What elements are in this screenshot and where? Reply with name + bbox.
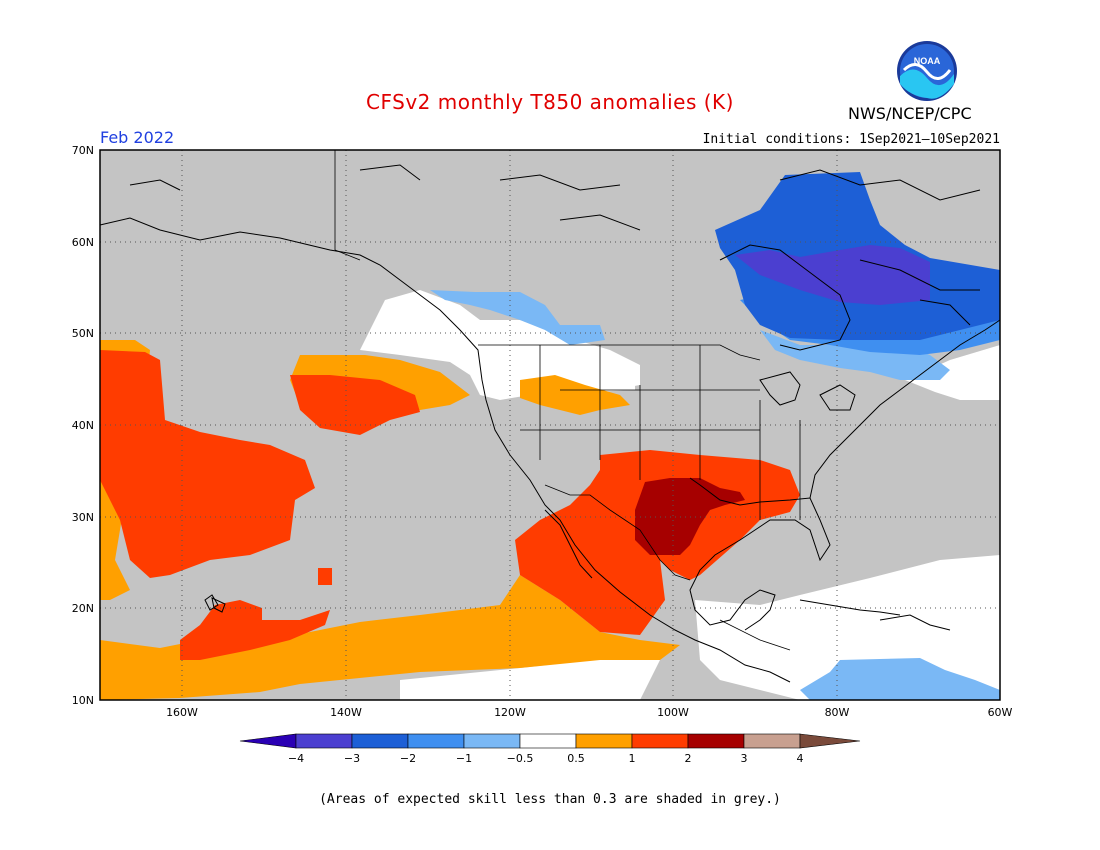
- anomaly-minus-0-5: [430, 290, 1000, 700]
- colorbar-box-3: [407, 733, 465, 749]
- colorbar-label: 2: [685, 752, 692, 765]
- colorbar-label: −3: [344, 752, 360, 765]
- colorbar-box-7: [631, 733, 689, 749]
- lon-labels: 160W 140W 120W 100W 80W 60W: [166, 706, 1012, 719]
- skill-footnote: (Areas of expected skill less than 0.3 a…: [319, 792, 781, 807]
- forecast-month: Feb 2022: [100, 128, 175, 147]
- colorbar-arrow-high: [799, 733, 861, 749]
- colorbar-labels: −4 −3 −2 −1 −0.5 0.5 1 2 3 4: [288, 752, 804, 765]
- coastlines: [99, 164, 1001, 683]
- colorbar-label: 0.5: [567, 752, 585, 765]
- chart-title: CFSv2 monthly T850 anomalies (K): [366, 90, 734, 114]
- lat-label-20n: 20N: [72, 602, 94, 615]
- noaa-logo-text: NOAA: [914, 56, 941, 66]
- colorbar-label: 1: [629, 752, 636, 765]
- political-borders: [334, 150, 801, 651]
- agency-label: NWS/NCEP/CPC: [848, 104, 972, 123]
- initial-conditions: Initial conditions: 1Sep2021–10Sep2021: [702, 132, 1000, 147]
- lat-label-70n: 70N: [72, 144, 94, 157]
- colorbar-box-1: [295, 733, 353, 749]
- lat-label-50n: 50N: [72, 327, 94, 340]
- colorbar-label: 4: [797, 752, 804, 765]
- map-frame: [99, 149, 1001, 701]
- lon-label-140w: 140W: [330, 706, 362, 719]
- colorbar-box-2: [351, 733, 409, 749]
- colorbar-box-4: [463, 733, 521, 749]
- lat-labels: 70N 60N 50N 40N 30N 20N 10N: [72, 144, 94, 707]
- colorbar: [239, 733, 861, 749]
- anomaly-minus-3: [735, 245, 930, 305]
- colorbar-label: −2: [400, 752, 416, 765]
- colorbar-arrow-low: [239, 733, 297, 749]
- lon-label-100w: 100W: [657, 706, 689, 719]
- colorbar-box-6: [575, 733, 633, 749]
- colorbar-box-5: [519, 733, 577, 749]
- colorbar-box-8: [687, 733, 745, 749]
- colorbar-box-9: [743, 733, 801, 749]
- anomaly-map: 70N 60N 50N 40N 30N 20N 10N 160W 140W 12…: [72, 144, 1013, 765]
- lat-label-10n: 10N: [72, 694, 94, 707]
- colorbar-label: 3: [741, 752, 748, 765]
- lat-label-60n: 60N: [72, 236, 94, 249]
- lon-label-160w: 160W: [166, 706, 198, 719]
- lat-label-30n: 30N: [72, 511, 94, 524]
- lon-label-80w: 80W: [825, 706, 850, 719]
- lat-label-40n: 40N: [72, 419, 94, 432]
- lon-label-120w: 120W: [494, 706, 526, 719]
- lon-label-60w: 60W: [988, 706, 1013, 719]
- colorbar-label: −4: [288, 752, 304, 765]
- colorbar-label: −1: [456, 752, 472, 765]
- colorbar-label: −0.5: [507, 752, 534, 765]
- noaa-logo: NOAA: [897, 41, 957, 101]
